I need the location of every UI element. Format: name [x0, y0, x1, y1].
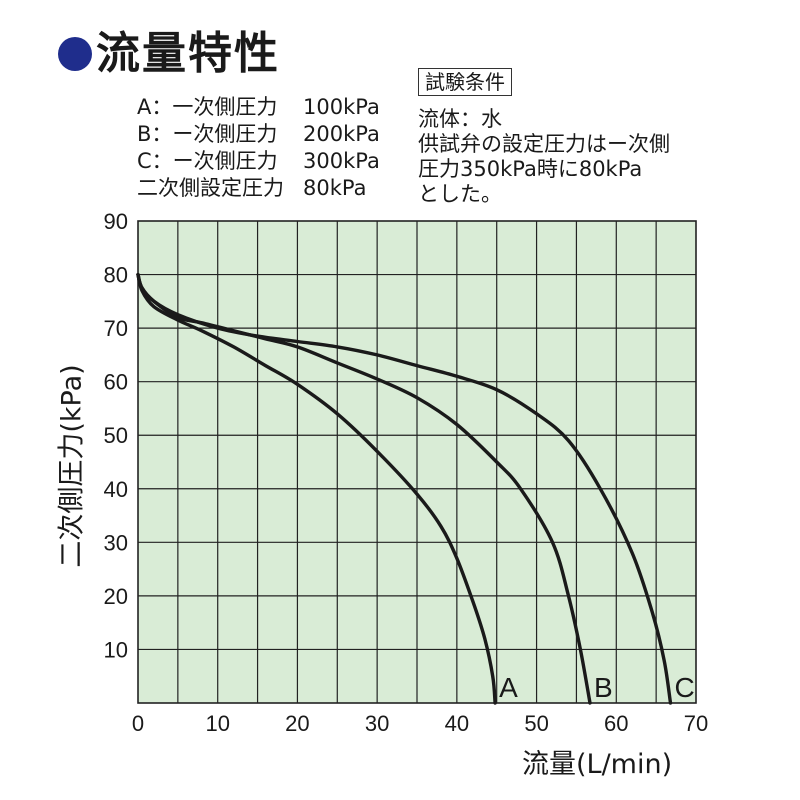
condition-line: とした。 — [418, 182, 502, 206]
legend-value: 300kPa — [303, 149, 380, 173]
y-tick-label: 10 — [104, 637, 128, 662]
series-label-b: B — [594, 672, 613, 703]
x-tick-label: 50 — [524, 711, 548, 736]
legend-label: A：一次側圧力 — [137, 95, 278, 119]
x-tick-label: 0 — [132, 711, 144, 736]
x-tick-label: 10 — [205, 711, 229, 736]
title-bullet-icon — [58, 37, 92, 71]
legend-label: B：ー次側圧力 — [137, 122, 278, 146]
legend-item-b: B：ー次側圧力 200kPa — [137, 121, 380, 148]
y-tick-label: 40 — [104, 477, 128, 502]
condition-line: 圧力350kPa時に80kPa — [418, 157, 643, 181]
legend: A：一次側圧力 100kPa B：ー次側圧力 200kPa C：ー次側圧力 300kP… — [137, 94, 380, 202]
test-conditions-text: 流体：水 供試弁の設定圧力はー次側 圧力350kPa時に80kPa とした。 — [418, 107, 670, 207]
x-tick-label: 60 — [604, 711, 628, 736]
y-axis-label: 二次側圧力(kPa) — [56, 364, 88, 568]
y-tick-label: 30 — [104, 530, 128, 555]
legend-label: 二次側設定圧力 — [137, 176, 284, 200]
y-tick-label: 90 — [104, 209, 128, 234]
x-tick-label: 20 — [285, 711, 309, 736]
legend-value: 200kPa — [303, 122, 380, 146]
x-tick-label: 40 — [445, 711, 469, 736]
legend-item-a: A：一次側圧力 100kPa — [137, 94, 380, 121]
series-line-c — [136, 272, 673, 705]
y-tick-label: 50 — [104, 423, 128, 448]
legend-item-setting: 二次側設定圧力 80kPa — [137, 175, 380, 202]
series-line-b — [136, 272, 592, 705]
series-line-a — [136, 272, 497, 705]
legend-label: C：ー次側圧力 — [137, 149, 278, 173]
legend-value: 80kPa — [303, 176, 367, 200]
y-tick-label: 60 — [104, 370, 128, 395]
x-axis-label: 流量(L/min) — [522, 749, 673, 780]
series-label-c: C — [674, 672, 694, 703]
legend-value: 100kPa — [303, 95, 380, 119]
legend-item-c: C：ー次側圧力 300kPa — [137, 148, 380, 175]
x-tick-label: 70 — [684, 711, 708, 736]
test-conditions-heading: 試験条件 — [418, 68, 512, 96]
y-tick-label: 80 — [104, 263, 128, 288]
y-tick-label: 70 — [104, 316, 128, 341]
y-tick-label: 20 — [104, 584, 128, 609]
chart-title: 流量特性 — [96, 28, 280, 79]
condition-line: 供試弁の設定圧力はー次側 — [418, 132, 670, 156]
series-label-a: A — [499, 672, 518, 703]
plot-frame — [137, 220, 697, 704]
condition-line: 流体：水 — [418, 107, 502, 131]
x-tick-label: 30 — [365, 711, 389, 736]
